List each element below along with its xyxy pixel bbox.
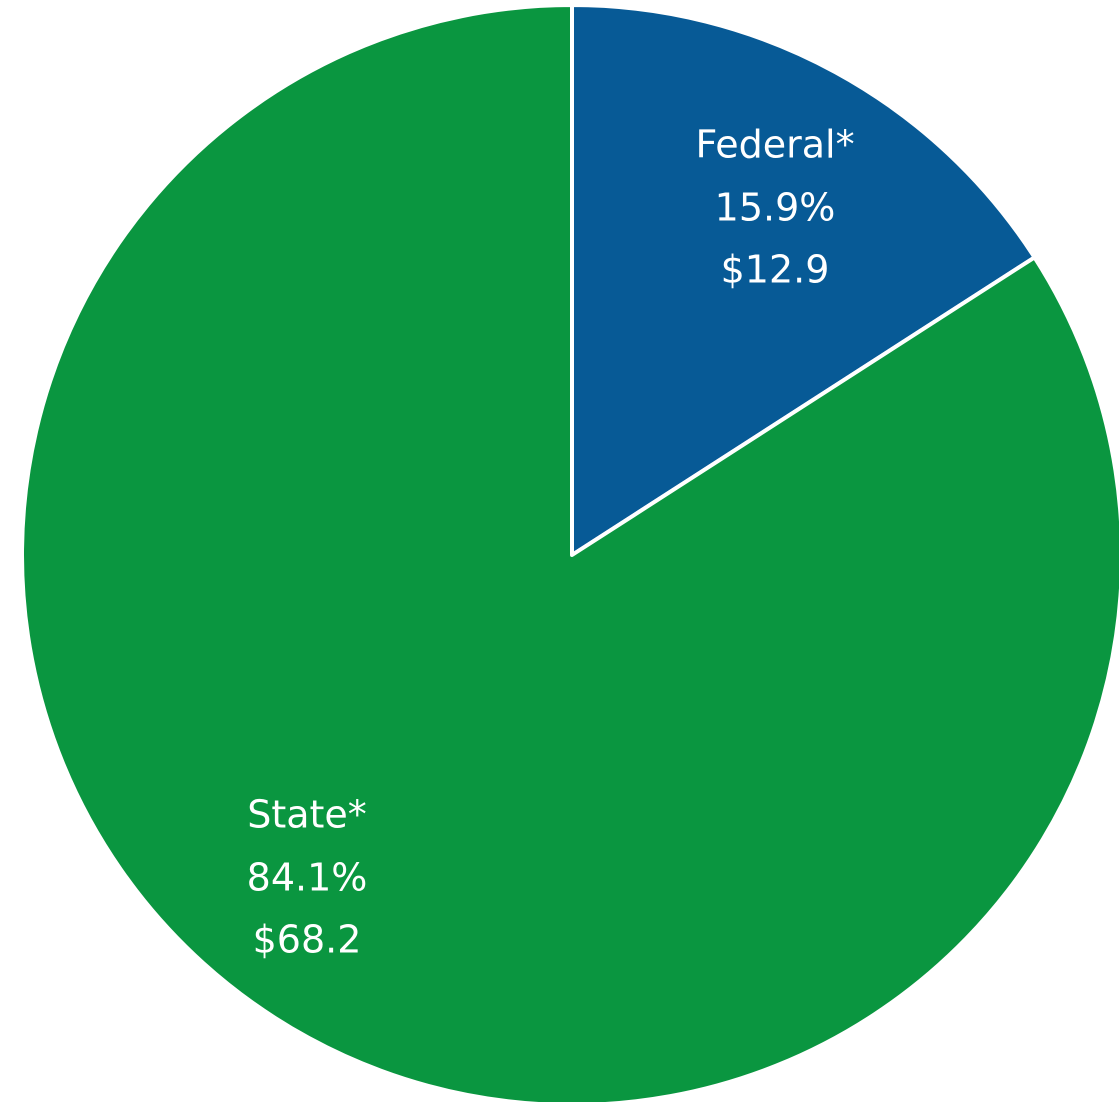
pie-slice [20, 3, 1119, 1102]
slice-amount: $12.9 [721, 248, 830, 292]
slice-name: Federal* [695, 123, 854, 167]
slice-percent: 15.9% [715, 186, 836, 230]
slice-name: State* [247, 793, 367, 837]
slice-percent: 84.1% [247, 856, 368, 900]
slice-amount: $68.2 [253, 918, 362, 962]
pie-slice [570, 3, 1037, 557]
